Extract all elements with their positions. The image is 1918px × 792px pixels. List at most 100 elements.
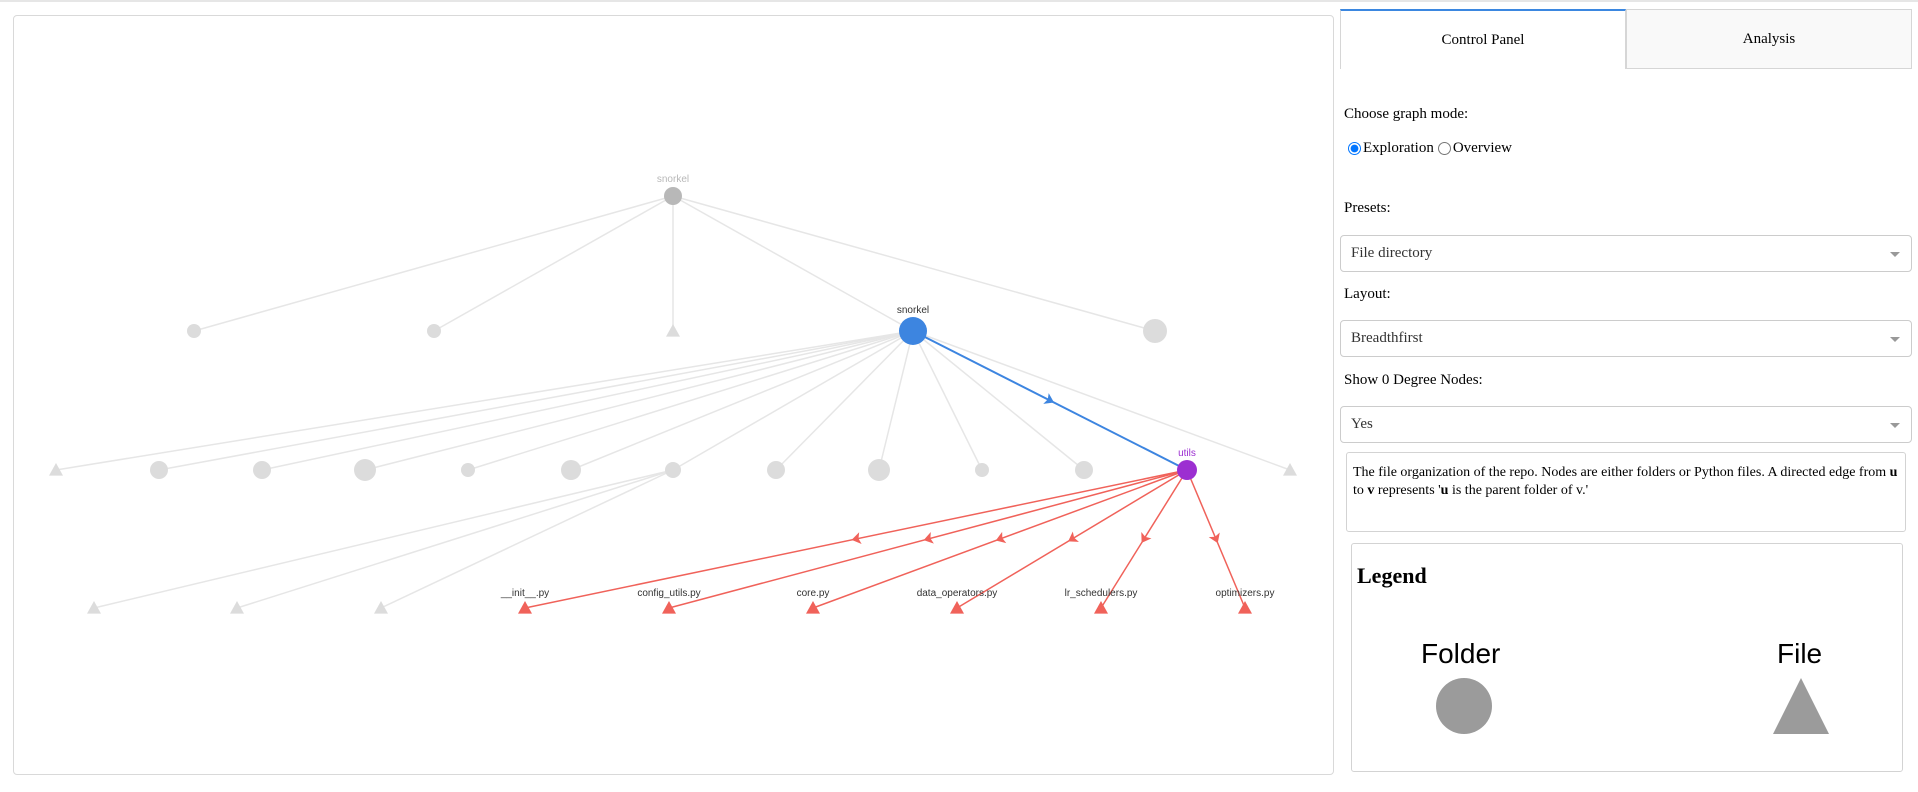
graph-edge bbox=[433, 195, 674, 332]
graph-node-folder[interactable] bbox=[561, 460, 581, 480]
node-label-utils: utils bbox=[1178, 448, 1196, 459]
graph-node-folder[interactable] bbox=[767, 461, 785, 479]
graph-edge bbox=[261, 330, 914, 471]
graph-node-file-highlight[interactable] bbox=[1238, 601, 1252, 614]
edge-arrow-icon bbox=[923, 532, 934, 544]
legend-title: Legend bbox=[1357, 563, 1427, 588]
graph-edge bbox=[193, 195, 674, 332]
desc-part1: The file organization of the repo. Nodes… bbox=[1353, 465, 1890, 480]
chevron-down-icon bbox=[1890, 252, 1900, 257]
edge-arrow-icon bbox=[1068, 531, 1079, 542]
desc-part2: to bbox=[1353, 483, 1368, 498]
graph-node-folder[interactable] bbox=[975, 463, 989, 477]
graph-node-folder[interactable] bbox=[1143, 319, 1167, 343]
graph-node-file[interactable] bbox=[87, 601, 101, 614]
zero-degree-value: Yes bbox=[1351, 416, 1373, 432]
presets-dropdown[interactable]: File directory bbox=[1340, 235, 1912, 272]
graph-node-folder[interactable] bbox=[665, 462, 681, 478]
radio-exploration[interactable] bbox=[1348, 142, 1361, 155]
desc-u: u bbox=[1889, 465, 1898, 480]
tab-bar: Control Panel Analysis bbox=[1340, 9, 1912, 69]
node-label-file: __init__.py bbox=[500, 588, 549, 599]
graph-edge bbox=[672, 195, 914, 332]
graph-mode-radio-group: Exploration Overview bbox=[1348, 140, 1516, 157]
graph-edge bbox=[672, 330, 914, 471]
edge-arrow-icon bbox=[995, 531, 1007, 544]
top-divider bbox=[0, 0, 1918, 2]
graph-edge bbox=[912, 330, 1085, 471]
node-label-file: optimizers.py bbox=[1216, 588, 1275, 599]
graph-edge bbox=[364, 330, 914, 471]
side-panel: Control Panel Analysis Choose graph mode… bbox=[1340, 9, 1912, 789]
graph-mode-label: Choose graph mode: bbox=[1344, 106, 1469, 122]
graph-edge bbox=[912, 330, 1291, 471]
graph-node-file-highlight[interactable] bbox=[806, 601, 820, 614]
zero-degree-label: Show 0 Degree Nodes: bbox=[1344, 372, 1483, 388]
chevron-down-icon bbox=[1890, 423, 1900, 428]
file-triangle-icon bbox=[1773, 678, 1829, 734]
tab-control-panel[interactable]: Control Panel bbox=[1340, 9, 1626, 69]
graph-node-file[interactable] bbox=[666, 324, 680, 337]
graph-svg[interactable]: snorkel snorkel utils __init__.py config_uti… bbox=[14, 16, 1334, 775]
folder-circle-icon bbox=[1436, 678, 1492, 734]
edge-arrow-icon bbox=[851, 532, 862, 544]
graph-node-file[interactable] bbox=[230, 601, 244, 614]
graph-node-folder[interactable] bbox=[253, 461, 271, 479]
node-label-file: lr_schedulers.py bbox=[1065, 588, 1138, 599]
graph-node-folder[interactable] bbox=[187, 324, 201, 338]
radio-overview-label: Overview bbox=[1452, 140, 1512, 156]
graph-node-folder[interactable] bbox=[354, 459, 376, 481]
radio-overview[interactable] bbox=[1437, 142, 1451, 155]
graph-node-folder[interactable] bbox=[1075, 461, 1093, 479]
graph-edge bbox=[236, 469, 674, 609]
graph-edge bbox=[878, 330, 914, 471]
node-label-file: core.py bbox=[797, 588, 830, 599]
graph-canvas[interactable]: snorkel snorkel utils __init__.py config_uti… bbox=[13, 15, 1334, 775]
graph-edge bbox=[672, 195, 1156, 332]
radio-exploration-option[interactable]: Exploration bbox=[1348, 140, 1434, 157]
graph-edge bbox=[380, 469, 674, 609]
graph-edge bbox=[775, 330, 914, 471]
graph-node-file[interactable] bbox=[49, 463, 63, 476]
graph-edge bbox=[55, 330, 914, 471]
graph-edge bbox=[570, 330, 914, 471]
graph-node-folder[interactable] bbox=[427, 324, 441, 338]
presets-value: File directory bbox=[1351, 245, 1433, 261]
graph-edge bbox=[93, 469, 674, 609]
edge-arrow-icon bbox=[1043, 393, 1055, 404]
zero-degree-dropdown[interactable]: Yes bbox=[1340, 406, 1912, 443]
graph-node-selected[interactable] bbox=[899, 317, 927, 345]
radio-overview-option[interactable]: Overview bbox=[1437, 140, 1512, 157]
graph-node-file-highlight[interactable] bbox=[950, 601, 964, 614]
graph-node-folder[interactable] bbox=[150, 461, 168, 479]
graph-edge bbox=[912, 330, 983, 471]
desc-v: v bbox=[1367, 483, 1375, 498]
graph-edge bbox=[158, 330, 914, 471]
layout-label: Layout: bbox=[1344, 286, 1391, 302]
graph-edge bbox=[467, 330, 914, 471]
node-label-file: data_operators.py bbox=[917, 588, 998, 599]
graph-node-file-highlight[interactable] bbox=[1094, 601, 1108, 614]
chevron-down-icon bbox=[1890, 337, 1900, 342]
graph-node-folder[interactable] bbox=[461, 463, 475, 477]
desc-bold-u: u bbox=[1440, 483, 1449, 498]
graph-node-root[interactable] bbox=[664, 187, 682, 205]
presets-label: Presets: bbox=[1344, 200, 1391, 216]
legend-folder-label: Folder bbox=[1421, 638, 1501, 669]
legend-box: Legend Folder File bbox=[1351, 543, 1903, 772]
tab-analysis[interactable]: Analysis bbox=[1626, 9, 1912, 69]
graph-node-file[interactable] bbox=[374, 601, 388, 614]
graph-node-file-highlight[interactable] bbox=[662, 601, 676, 614]
node-label-root: snorkel bbox=[657, 174, 689, 185]
layout-dropdown[interactable]: Breadthfirst bbox=[1340, 320, 1912, 357]
graph-node-file-highlight[interactable] bbox=[518, 601, 532, 614]
edge-arrow-icon bbox=[1208, 532, 1220, 544]
desc-part4: is the parent folder of v.' bbox=[1448, 483, 1589, 498]
graph-node-folder[interactable] bbox=[868, 459, 890, 481]
graph-node-file[interactable] bbox=[1283, 463, 1297, 476]
graph-node-utils[interactable] bbox=[1177, 460, 1197, 480]
graph-description: The file organization of the repo. Nodes… bbox=[1346, 452, 1906, 532]
layout-value: Breadthfirst bbox=[1351, 330, 1423, 346]
edge-arrow-icon bbox=[1141, 532, 1152, 543]
node-label-file: config_utils.py bbox=[637, 588, 700, 599]
